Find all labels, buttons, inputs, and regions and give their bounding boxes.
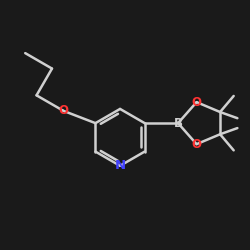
Text: B: B [174, 117, 182, 130]
Text: O: O [58, 104, 68, 117]
Text: N: N [114, 159, 126, 172]
Text: O: O [192, 96, 202, 109]
Text: O: O [192, 138, 202, 151]
